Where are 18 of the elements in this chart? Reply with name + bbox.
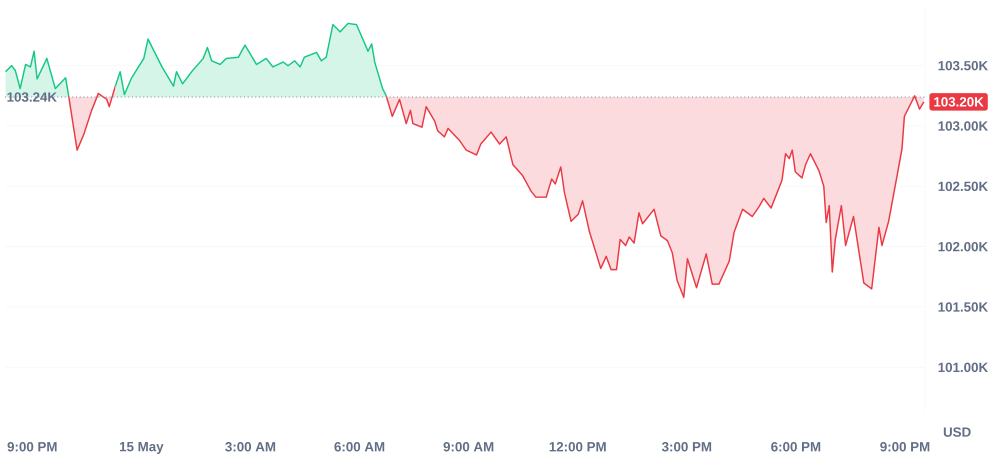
y-tick-label: 102.00K [938,242,988,252]
x-tick-label: 6:00 AM [334,442,384,452]
x-tick-label: 9:00 PM [8,442,57,452]
y-tick-label: 102.50K [938,182,988,192]
x-tick-label: 9:00 AM [444,442,494,452]
y-tick-label: 101.50K [938,302,988,312]
x-tick-label: 3:00 AM [225,442,276,452]
x-tick-label: 12:00 PM [550,442,606,452]
x-tick-label: 6:00 PM [771,442,820,452]
y-tick-label: 101.00K [938,362,988,372]
ref-line-label: 103.24K [7,92,57,102]
x-tick-label: 3:00 PM [662,442,712,452]
x-tick-label: 9:00 PM [880,442,930,452]
y-tick-label: 103.00K [938,121,988,131]
annotation: 103.20K [934,97,984,107]
x-tick-label: 15 May [120,442,164,454]
y-tick-label: 103.50K [938,60,988,70]
y-axis-title: USD [944,427,971,437]
